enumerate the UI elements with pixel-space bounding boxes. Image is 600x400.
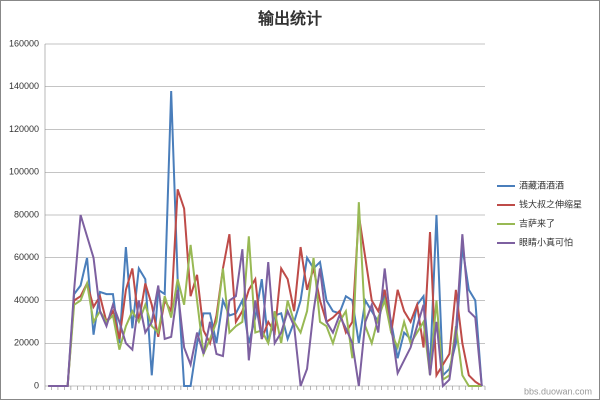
y-tick-label: 60000 xyxy=(14,252,39,262)
legend-label: 钱大叔之伸缩星 xyxy=(519,198,582,209)
y-tick-label: 140000 xyxy=(9,81,39,91)
y-tick-label: 40000 xyxy=(14,295,39,305)
y-tick-label: 160000 xyxy=(9,38,39,48)
series-line xyxy=(48,202,482,387)
y-tick-label: 20000 xyxy=(14,338,39,348)
series-line xyxy=(48,214,483,389)
legend-label: 吉萨来了 xyxy=(519,218,555,228)
y-tick-label: 80000 xyxy=(14,209,39,219)
legend-label: 眼睛小真可怕 xyxy=(519,236,573,247)
series-line xyxy=(48,189,483,387)
y-tick-label: 120000 xyxy=(9,124,39,134)
chart-title: 输出统计 xyxy=(258,9,322,28)
watermark: bbs.duowan.com xyxy=(524,386,592,396)
y-tick-label: 0 xyxy=(34,380,39,390)
legend-label: 酒藏酒酒酒 xyxy=(519,179,564,190)
y-tick-label: 100000 xyxy=(9,167,39,177)
